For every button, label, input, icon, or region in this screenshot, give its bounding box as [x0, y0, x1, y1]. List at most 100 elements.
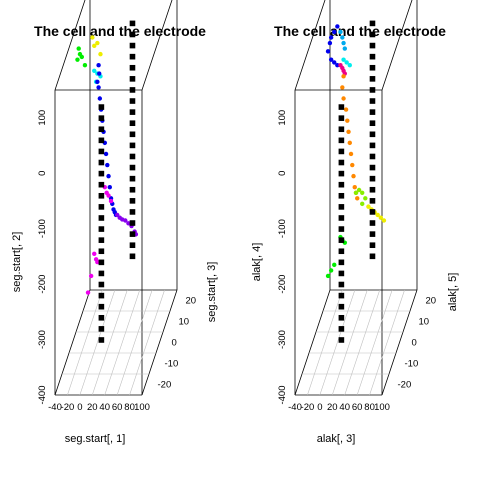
- electrode-point: [338, 215, 345, 221]
- electrode-point: [369, 142, 376, 149]
- x-tick-label: -40: [288, 402, 302, 413]
- cell-point: [341, 57, 346, 62]
- cell-point: [325, 49, 331, 54]
- cell-point: [75, 57, 80, 62]
- cell-point: [103, 151, 109, 157]
- electrode-point: [369, 53, 376, 60]
- electrode-point: [129, 186, 136, 193]
- cell-point: [353, 190, 359, 195]
- electrode-point: [369, 64, 376, 71]
- box-edge: [54, 289, 91, 396]
- floor-grid-line: [79, 289, 116, 396]
- cell-point: [92, 43, 97, 49]
- electrode-point: [98, 314, 105, 321]
- electrode-point: [98, 237, 105, 243]
- y-tick-label: -300: [277, 330, 288, 349]
- electrode-point: [369, 20, 376, 27]
- electrode-point: [129, 231, 136, 237]
- y-tick-label: -200: [37, 275, 48, 294]
- electrode-point: [129, 87, 136, 93]
- electrode-point: [338, 237, 345, 243]
- electrode-point: [338, 170, 345, 177]
- electrode-point: [98, 104, 105, 110]
- floor-grid-line: [129, 289, 165, 396]
- cell-point: [88, 273, 94, 279]
- z-tick-label: -20: [158, 380, 172, 391]
- electrode-point: [129, 220, 136, 226]
- electrode-point: [338, 292, 345, 299]
- electrode-point: [98, 281, 105, 288]
- cell-point: [92, 68, 97, 73]
- y-tick-label: -100: [37, 219, 48, 238]
- x-tick-label: 20: [87, 402, 98, 413]
- y-axis-label: alak[, 4]: [251, 243, 263, 282]
- tick-labels: -40-20 0 20 40 60 80 1001000-100-200-300-40020…: [277, 110, 436, 413]
- y-tick-label: 0: [37, 171, 48, 176]
- y-tick-label: 100: [277, 110, 288, 126]
- electrode-point: [129, 98, 136, 104]
- electrode-point: [338, 259, 345, 266]
- y-axis-label: seg.start[, 2]: [11, 232, 23, 293]
- cell-point: [90, 35, 95, 40]
- x-tick-label: -20: [301, 402, 315, 413]
- x-tick-label: 60: [112, 402, 123, 413]
- electrode-point: [98, 270, 105, 277]
- cell-point: [341, 74, 346, 79]
- cell-point: [338, 29, 343, 35]
- electrode-point: [338, 137, 345, 144]
- cell-point: [97, 71, 102, 76]
- x-tick-label: 0: [77, 402, 82, 413]
- electrode-point: [338, 148, 345, 155]
- cell-point: [346, 129, 351, 134]
- cell-point: [356, 187, 362, 193]
- cell-point: [355, 196, 360, 201]
- cell-point: [345, 118, 350, 123]
- cell-point: [378, 215, 384, 220]
- electrode-point: [338, 226, 345, 232]
- z-tick-label: 0: [172, 338, 177, 349]
- z-tick-label: -10: [405, 359, 419, 370]
- electrode-point: [369, 120, 376, 127]
- x-tick-label: -40: [48, 402, 62, 413]
- x-tick-label: 80: [124, 402, 135, 413]
- electrode-point: [98, 292, 105, 299]
- electrode-point: [369, 131, 376, 138]
- cell-point: [92, 251, 97, 256]
- electrode-point: [338, 104, 345, 110]
- electrode-point: [129, 209, 136, 215]
- electrode-point: [129, 42, 136, 49]
- electrode-point: [369, 164, 376, 171]
- cell-point: [375, 212, 380, 218]
- x-tick-label: 20: [327, 402, 338, 413]
- cell-point: [344, 60, 349, 65]
- x-tick-label: 0: [317, 402, 322, 413]
- electrode-point: [98, 215, 105, 221]
- electrode-point: [129, 198, 136, 204]
- plot-frame: [54, 0, 178, 396]
- y-tick-label: -200: [277, 275, 288, 294]
- cell-point: [340, 85, 345, 90]
- cell-point: [108, 198, 114, 204]
- electrode-point: [369, 231, 376, 237]
- cell-point: [106, 193, 111, 198]
- cell-point: [123, 218, 128, 223]
- cell-point: [107, 185, 112, 190]
- x-tick-label: 100: [374, 402, 390, 413]
- electrode-point: [338, 192, 345, 199]
- cell-point: [343, 107, 349, 112]
- electrode-point: [369, 175, 376, 182]
- electrode-point: [369, 186, 376, 193]
- floor-grid-line: [369, 289, 405, 396]
- cell-point: [96, 63, 101, 68]
- cell-point: [105, 162, 110, 168]
- electrode-point: [98, 337, 105, 343]
- cell-point: [350, 162, 355, 168]
- box-edge: [141, 289, 178, 396]
- electrode-point: [129, 31, 136, 38]
- electrode-point: [98, 126, 105, 133]
- electrode-point: [129, 64, 136, 71]
- box-edge: [141, 0, 173, 91]
- cell-point: [82, 63, 88, 68]
- cell-point: [335, 24, 340, 29]
- z-tick-label: -20: [398, 380, 412, 391]
